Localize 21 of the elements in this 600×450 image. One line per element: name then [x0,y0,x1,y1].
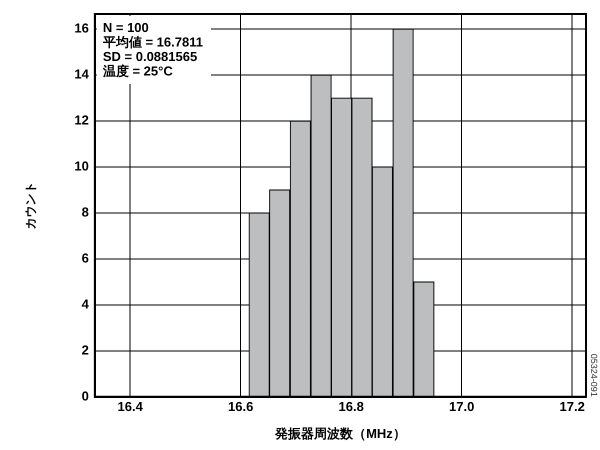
x-tick-label: 17.0 [449,399,474,414]
y-tick-label: 8 [82,204,89,220]
y-tick-label: 6 [82,250,89,266]
y-tick-label: 2 [82,342,89,358]
y-tick-label: 10 [74,158,89,174]
y-tick-label: 4 [82,296,90,312]
x-tick-label: 16.4 [118,399,144,414]
text: 05324-091 [589,354,600,397]
x-tick-label: 16.6 [228,399,254,414]
y-tick-label: 16 [74,20,89,36]
annotation: N = 100 [102,20,149,36]
y-tick-label: 0 [82,388,89,404]
y-tick-label: 12 [74,112,89,128]
annotation: 平均値 = 16.7811 [102,34,203,50]
x-tick-label: 17.2 [560,399,585,414]
annotation: 温度 = 25°C [102,64,174,79]
x-tick-label: 16.8 [338,399,364,414]
y-tick-label: 14 [74,66,90,82]
y-axis-title: カウント [24,181,38,230]
x-axis-title: 発振器周波数（MHz） [274,426,406,441]
annotation: SD = 0.0881565 [102,49,198,64]
